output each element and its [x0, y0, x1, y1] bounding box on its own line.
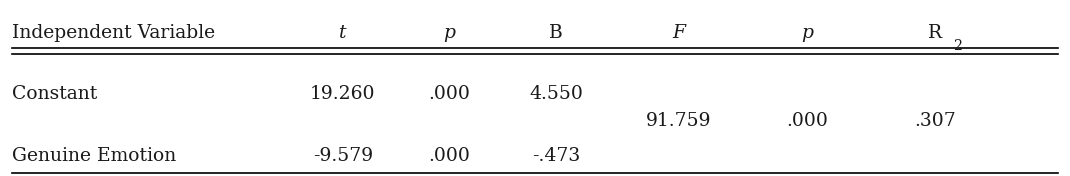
Text: .000: .000	[429, 147, 471, 165]
Text: B: B	[550, 24, 563, 42]
Text: -9.579: -9.579	[312, 147, 373, 165]
Text: 91.759: 91.759	[646, 112, 712, 130]
Text: t: t	[339, 24, 347, 42]
Text: .000: .000	[786, 112, 828, 130]
Text: .307: .307	[915, 112, 957, 130]
Text: 2: 2	[953, 39, 962, 54]
Text: F: F	[673, 24, 686, 42]
Text: p: p	[444, 24, 456, 42]
Text: R: R	[928, 24, 943, 42]
Text: 19.260: 19.260	[310, 84, 376, 103]
Text: Independent Variable: Independent Variable	[12, 24, 215, 42]
Text: Constant: Constant	[12, 84, 97, 103]
Text: -.473: -.473	[532, 147, 580, 165]
Text: .000: .000	[429, 84, 471, 103]
Text: p: p	[801, 24, 813, 42]
Text: 4.550: 4.550	[530, 84, 583, 103]
Text: Genuine Emotion: Genuine Emotion	[12, 147, 177, 165]
